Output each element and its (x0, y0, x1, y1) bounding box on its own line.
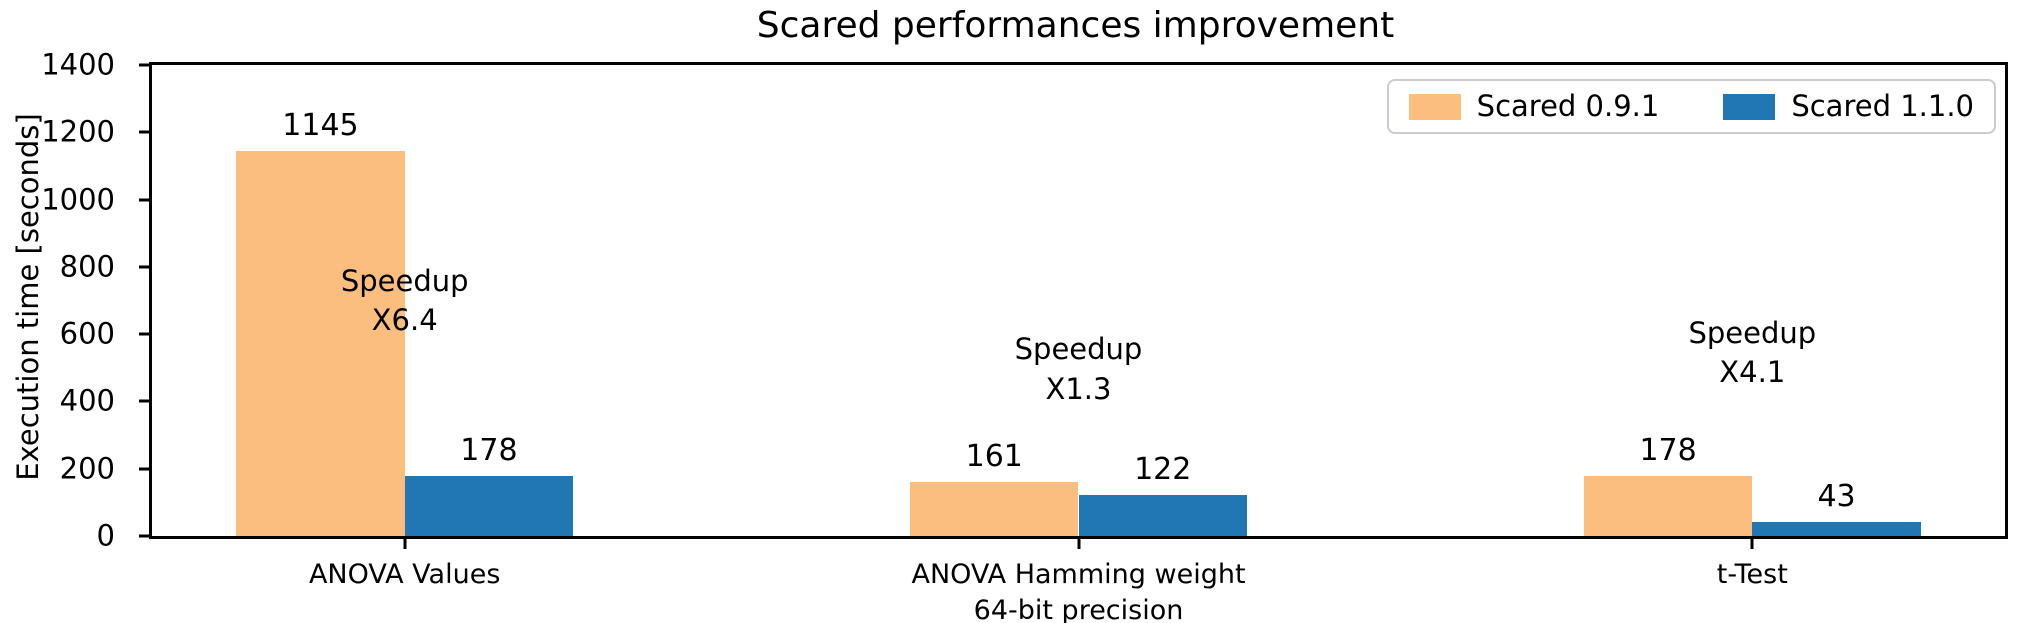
y-tick-mark (139, 265, 149, 269)
speedup-annotation-group-0: Speedup X6.4 (340, 263, 469, 337)
y-tick-label: 0 (96, 518, 115, 553)
y-tick-label: 600 (59, 316, 115, 351)
bar-value-label: 161 (965, 438, 1023, 474)
x-tick-mark (1077, 539, 1080, 549)
y-tick-mark (139, 332, 149, 336)
x-tick-label-group-2: t-Test (1716, 559, 1788, 590)
y-tick-label: 200 (59, 451, 115, 486)
bar-scared-1-1-0-group-0 (404, 476, 574, 536)
x-tick-label-group-0: ANOVA Values (308, 559, 501, 590)
legend: Scared 0.9.1 Scared 1.1.0 (1386, 79, 1996, 134)
bar-scared-1-1-0-group-2 (1752, 521, 1921, 536)
y-tick-label: 1000 (41, 182, 115, 217)
y-tick-mark (139, 467, 149, 471)
plot-area: Scared 0.9.1 Scared 1.1.0 0 200 400 600 800 1… (41, 50, 2008, 623)
bar-scared-0-9-1-group-2 (1583, 476, 1753, 536)
y-tick-mark (139, 130, 149, 134)
y-axis-label: Execution time [seconds] (11, 113, 45, 481)
legend-entry-scared-091: Scared 0.9.1 (1408, 89, 1660, 123)
y-tick-label: 400 (59, 383, 115, 418)
y-tick-mark (139, 63, 149, 67)
chart-title: Scared performances improvement (756, 5, 1395, 46)
bar-scared-0-9-1-group-1 (910, 481, 1079, 536)
y-tick-label: 800 (59, 249, 115, 284)
legend-swatch-scared-110 (1723, 93, 1776, 120)
legend-swatch-scared-091 (1408, 93, 1461, 120)
bar-value-label: 178 (1639, 433, 1697, 469)
y-tick-label: 1200 (41, 114, 115, 149)
bar-value-label: 43 (1817, 478, 1856, 514)
y-tick-mark (139, 198, 149, 202)
y-tick-label: 1400 (41, 47, 115, 82)
legend-label-scared-091: Scared 0.9.1 (1476, 89, 1660, 123)
legend-label-scared-110: Scared 1.1.0 (1791, 89, 1974, 123)
speedup-annotation-group-2: Speedup X4.1 (1688, 315, 1817, 389)
bar-scared-1-1-0-group-1 (1078, 494, 1247, 536)
x-tick-mark (403, 539, 407, 549)
y-tick-mark (139, 534, 149, 538)
speedup-annotation-group-1: Speedup X1.3 (1014, 332, 1143, 406)
bar-value-label: 122 (1134, 451, 1192, 487)
x-tick-label-group-1: ANOVA Hamming weight 64-bit precision (911, 559, 1246, 623)
bar-value-label: 1145 (282, 107, 359, 143)
legend-entry-scared-110: Scared 1.1.0 (1723, 92, 1974, 121)
bar-scared-0-9-1-group-0 (236, 150, 405, 536)
bar-value-label: 178 (460, 433, 518, 469)
x-tick-mark (1750, 539, 1754, 549)
y-tick-mark (139, 399, 149, 403)
